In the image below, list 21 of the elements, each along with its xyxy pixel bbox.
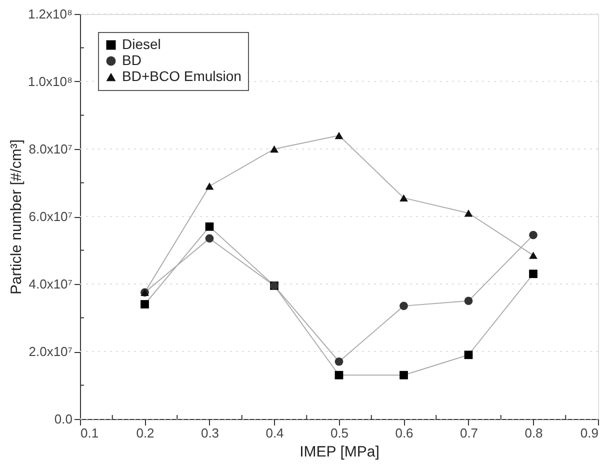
x-tick-label: 0.8 (524, 426, 543, 440)
y-tick-label: 6.0x10⁷ (28, 209, 73, 224)
x-tick-label: 0.4 (266, 426, 284, 440)
x-tick-label: 0.2 (136, 426, 154, 440)
y-tick-label: 1.2x10⁸ (28, 6, 72, 22)
y-tick-label: 2.0x10⁷ (28, 344, 73, 359)
y-tick-label: 8.0x10⁷ (28, 142, 73, 156)
x-tick-label: 0.5 (330, 426, 349, 440)
y-axis-title: Particle number [#/cm³] (8, 139, 25, 295)
x-tick-label: 0.6 (395, 426, 414, 440)
x-axis-title: IMEP [MPa] (300, 444, 380, 460)
x-tick-label: 0.9 (580, 426, 598, 440)
y-tick-label: 4.0x10⁷ (28, 276, 73, 292)
legend-label: Diesel (122, 36, 161, 52)
y-tick-label: 0.0 (54, 412, 72, 426)
x-tick-label: 0.7 (460, 426, 478, 440)
legend-label: BD+BCO Emulsion (122, 68, 242, 84)
legend-label: BD (122, 52, 142, 68)
x-tick-label: 0.1 (80, 426, 99, 440)
x-tick-label: 0.3 (200, 426, 220, 440)
y-tick-label: 1.0x10⁸ (28, 74, 72, 89)
